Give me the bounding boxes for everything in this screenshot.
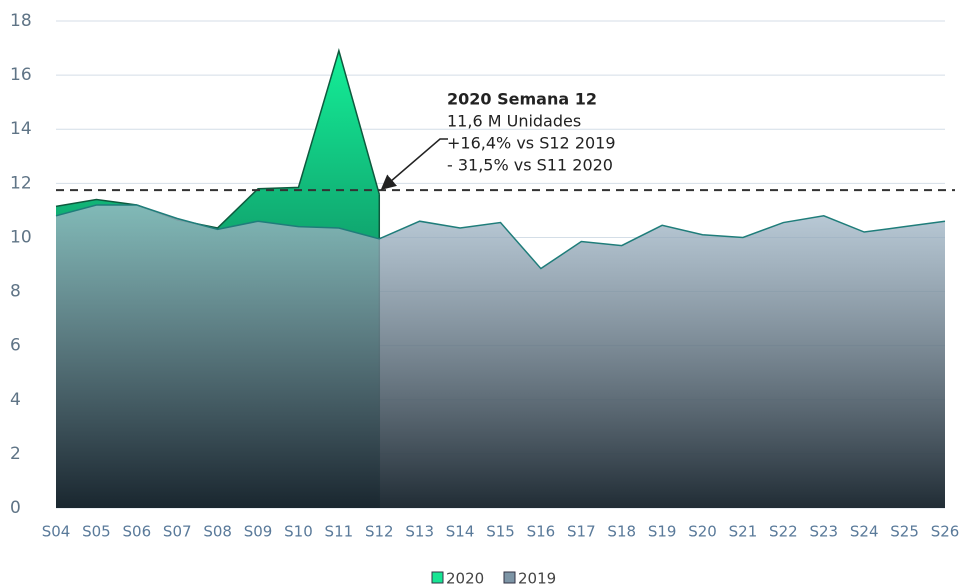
x-tick-label: S07 [163,523,192,541]
y-tick-label: 8 [10,282,21,302]
y-tick-label: 12 [10,173,32,193]
x-tick-label: S21 [729,523,758,541]
y-tick-label: 10 [10,227,32,247]
y-tick-label: 16 [10,65,32,85]
x-tick-label: S23 [809,523,838,541]
y-tick-label: 0 [10,498,21,518]
x-tick-label: S17 [567,523,596,541]
x-tick-label: S22 [769,523,798,541]
x-tick-label: S13 [405,523,434,541]
annotation-arrow [380,138,448,190]
x-tick-label: S09 [244,523,273,541]
y-tick-label: 6 [10,336,21,356]
x-tick-label: S18 [607,523,636,541]
x-tick-label: S24 [850,523,879,541]
legend-label: 2019 [518,570,556,587]
x-tick-label: S15 [486,523,515,541]
x-tick-label: S19 [648,523,677,541]
x-tick-label: S25 [890,523,919,541]
x-tick-label: S20 [688,523,717,541]
legend-swatch [503,571,516,584]
y-tick-label: 14 [10,119,32,139]
x-tick-label: S06 [123,523,152,541]
area [56,204,945,508]
x-tick-label: S26 [931,523,960,541]
annotation-line: +16,4% vs S12 2019 [447,134,616,153]
line [55,204,946,270]
x-tick-label: S11 [325,523,354,541]
x-tick-label: S12 [365,523,394,541]
legend-swatch [431,571,444,584]
x-tick-label: S16 [527,523,556,541]
line [55,48,380,229]
x-tick-label: S04 [42,523,71,541]
x-tick-label: S05 [82,523,111,541]
y-tick-label: 18 [10,11,32,31]
x-tick-label: S10 [284,523,313,541]
legend-label: 2020 [446,570,484,587]
x-tick-label: S14 [446,523,475,541]
annotation-line: - 31,5% vs S11 2020 [447,156,613,175]
annotation-line: 11,6 M Unidades [447,112,581,131]
annotation-title: 2020 Semana 12 [447,90,597,109]
y-tick-label: 4 [10,390,21,410]
y-tick-label: 2 [10,444,21,464]
x-tick-label: S08 [203,523,232,541]
